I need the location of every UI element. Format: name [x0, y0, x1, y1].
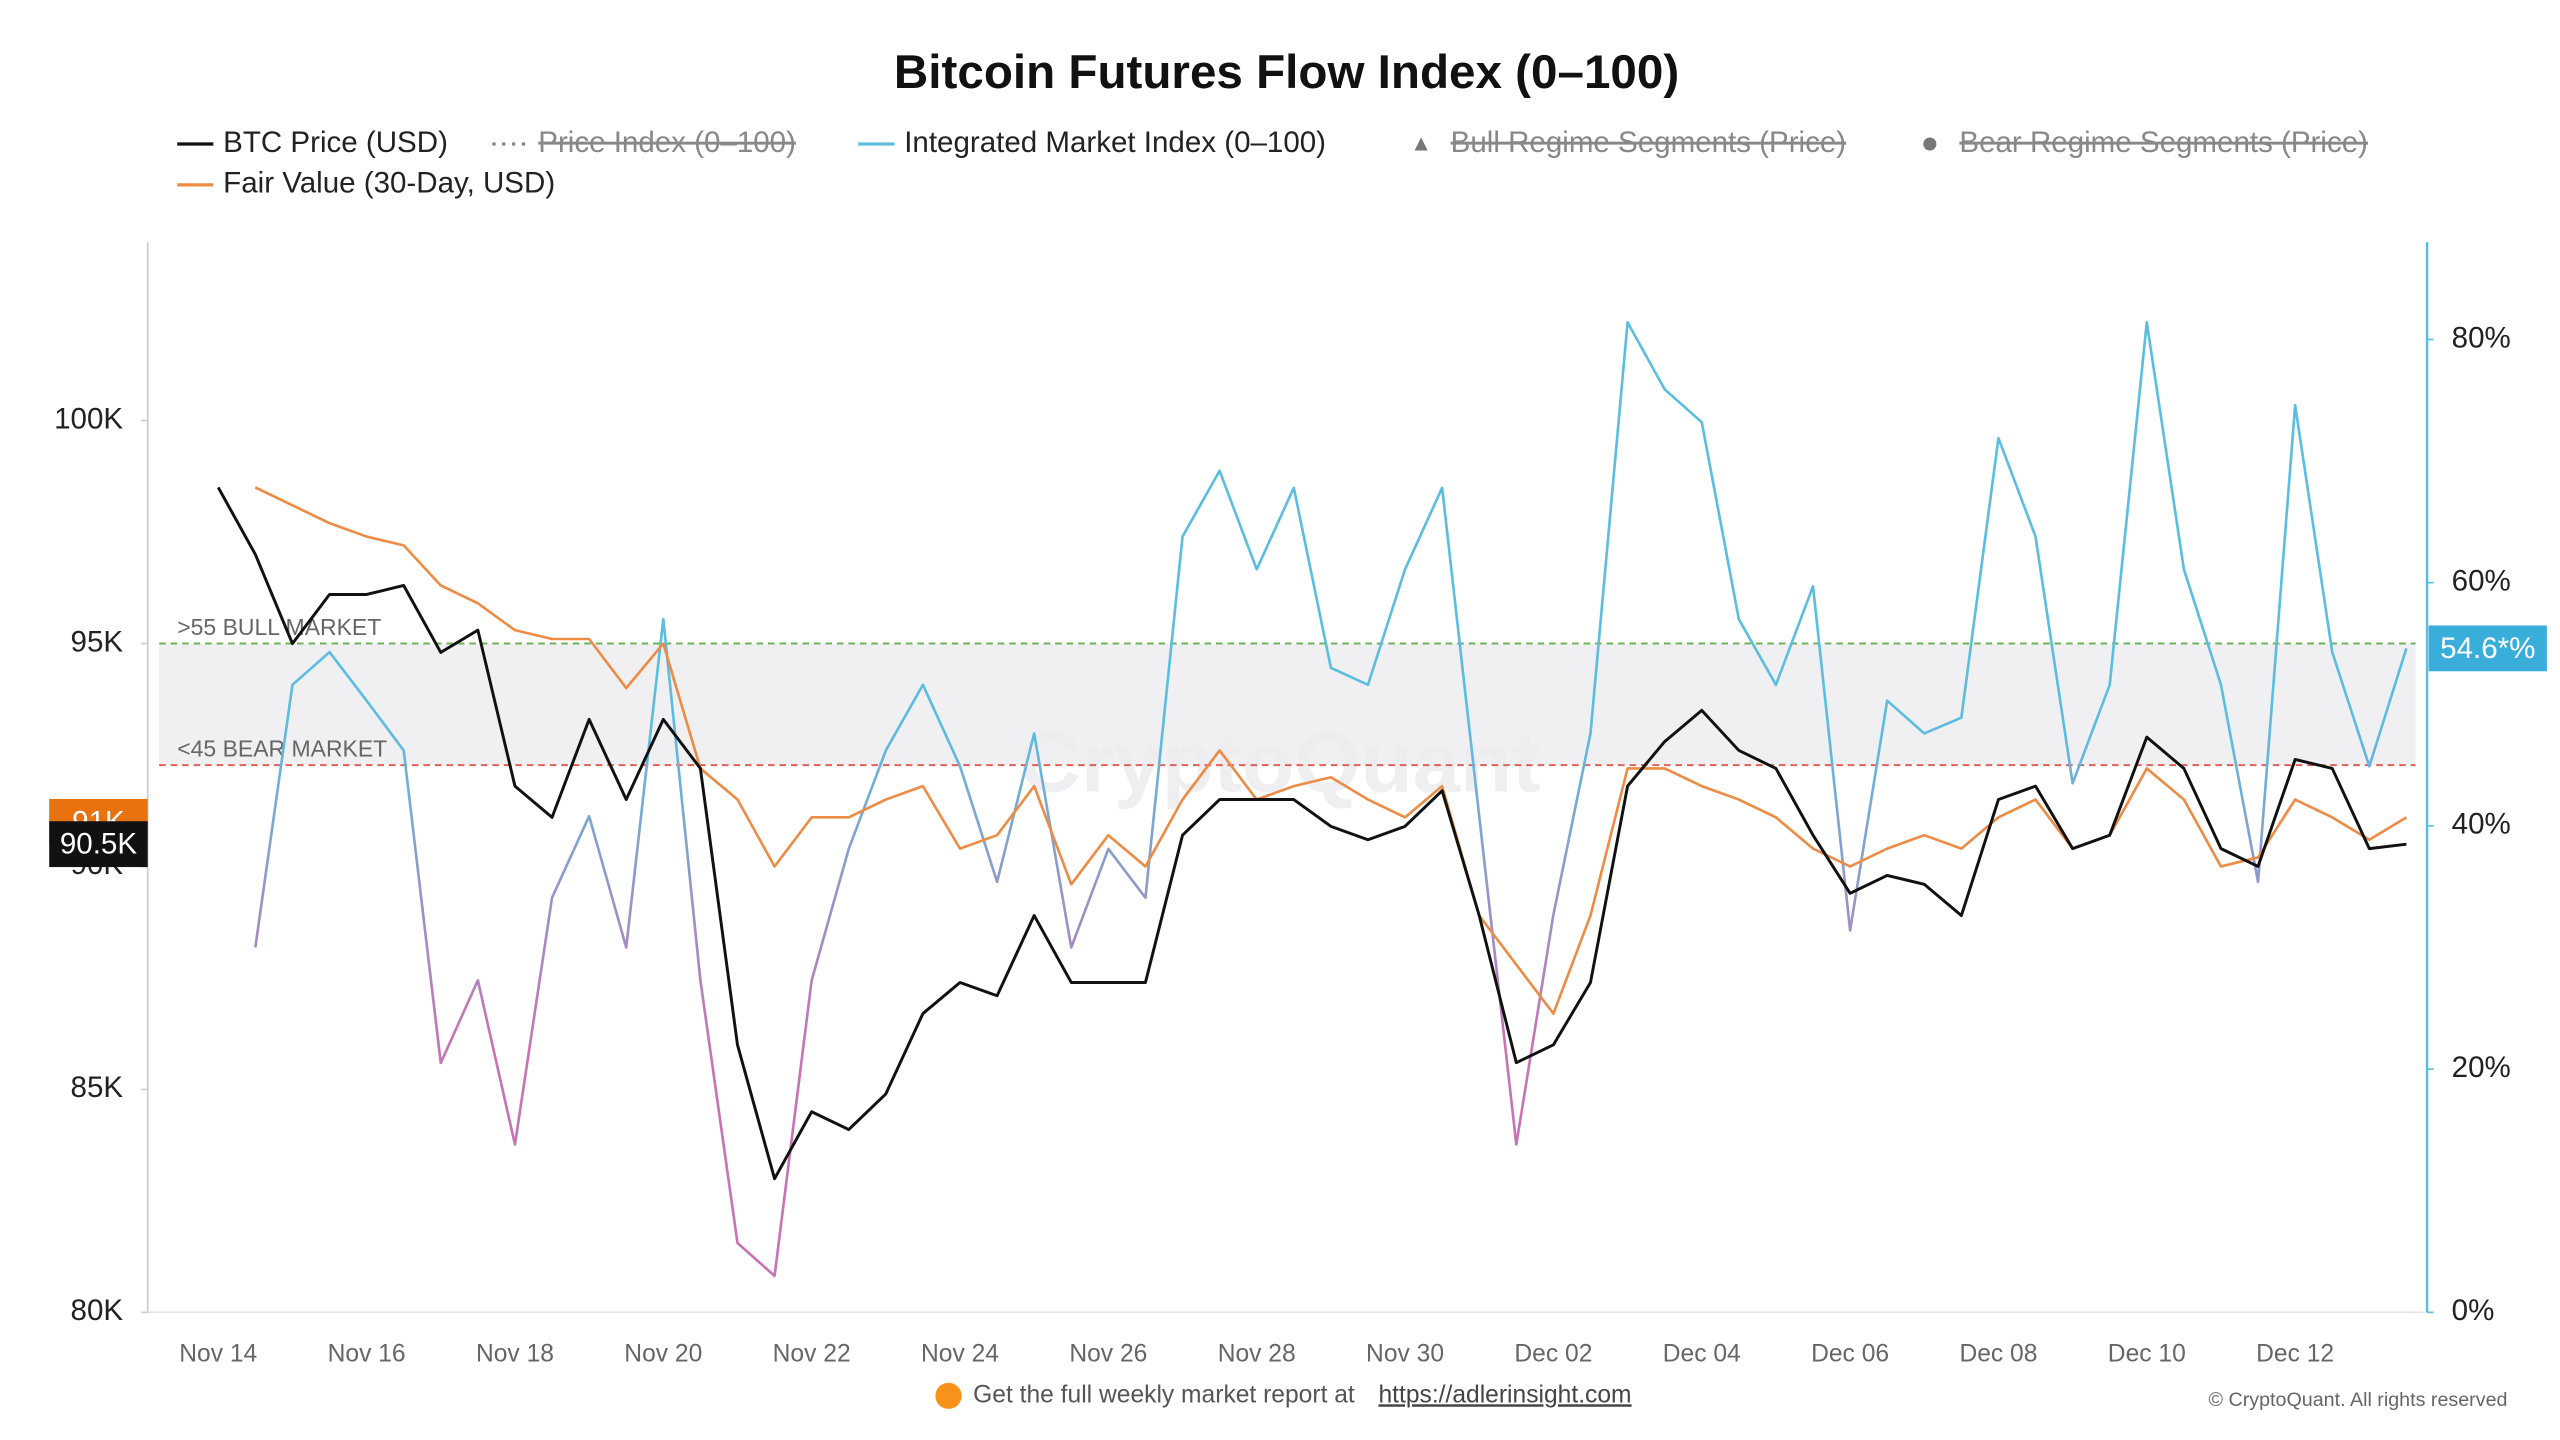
- threshold-label: >55 BULL MARKET: [177, 614, 381, 640]
- footer-link[interactable]: https://adlerinsight.com: [1378, 1381, 1631, 1408]
- x-tick-label: Nov 28: [1218, 1340, 1296, 1367]
- y2-tick-label: 80%: [2452, 321, 2511, 354]
- last-value-tag: [2428, 625, 2547, 672]
- last-value-label: 54.6*%: [2440, 632, 2535, 665]
- x-tick-label: Nov 18: [476, 1340, 554, 1367]
- series-line: [216, 486, 2407, 1181]
- x-tick-label: Dec 06: [1811, 1340, 1889, 1367]
- x-tick-label: Nov 24: [921, 1340, 999, 1367]
- legend-label-hidden: Bear Regime Segments (Price): [1959, 126, 2368, 159]
- footer-text: Get the full weekly market report at: [973, 1381, 1355, 1408]
- copyright: © CryptoQuant. All rights reserved: [2209, 1389, 2508, 1411]
- legend-label-hidden: Bull Regime Segments (Price): [1451, 126, 1846, 159]
- x-tick-label: Dec 10: [2108, 1340, 2186, 1367]
- series-line: [254, 486, 2408, 1015]
- x-tick-label: Nov 16: [328, 1340, 406, 1367]
- x-tick-label: Nov 26: [1069, 1340, 1147, 1367]
- x-tick-label: Dec 12: [2256, 1340, 2334, 1367]
- neutral-band: [159, 643, 2416, 766]
- legend-label: Integrated Market Index (0–100): [904, 126, 1326, 159]
- x-tick-label: Dec 08: [1959, 1340, 2037, 1367]
- series-line: [254, 321, 2408, 1278]
- footer-icon: [935, 1382, 962, 1409]
- legend-label-hidden: Price Index (0–100): [538, 126, 796, 159]
- legend-marker: [1414, 137, 1428, 151]
- y-tick-label: 85K: [71, 1071, 124, 1104]
- x-tick-label: Nov 14: [179, 1340, 257, 1367]
- legend-marker: [1923, 137, 1937, 151]
- legend-label: Fair Value (30-Day, USD): [223, 167, 555, 200]
- last-value-tag: [49, 821, 148, 868]
- y-tick-label: 100K: [54, 402, 123, 435]
- x-tick-label: Dec 02: [1514, 1340, 1592, 1367]
- x-tick-label: Nov 30: [1366, 1340, 1444, 1367]
- y2-tick-label: 40%: [2452, 808, 2511, 841]
- legend-label: BTC Price (USD): [223, 126, 448, 159]
- y-tick-label: 80K: [71, 1294, 124, 1327]
- y-tick-label: 95K: [71, 625, 124, 658]
- x-tick-label: Dec 04: [1663, 1340, 1741, 1367]
- last-value-label: 90.5K: [60, 828, 137, 861]
- x-tick-label: Nov 20: [624, 1340, 702, 1367]
- y2-tick-label: 0%: [2452, 1294, 2495, 1327]
- x-tick-label: Nov 22: [773, 1340, 851, 1367]
- chart-title: Bitcoin Futures Flow Index (0–100): [894, 46, 1679, 99]
- y2-tick-label: 20%: [2452, 1051, 2511, 1084]
- y2-tick-label: 60%: [2452, 565, 2511, 598]
